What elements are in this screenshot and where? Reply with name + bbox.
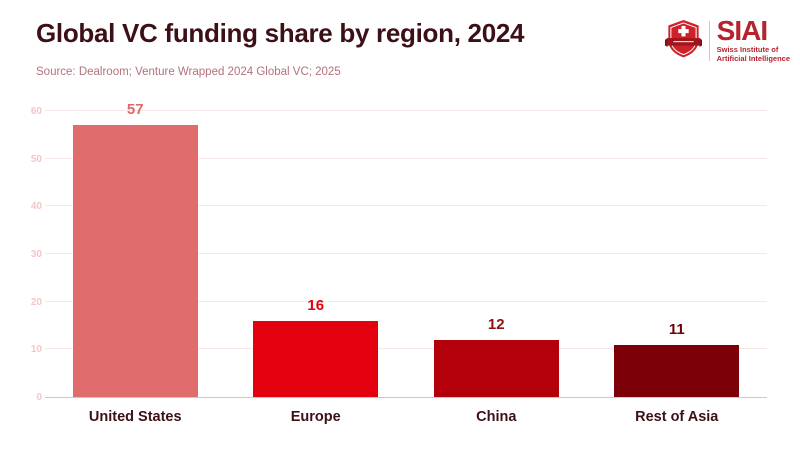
y-axis: 0 10 20 30 40 50 60 bbox=[14, 106, 42, 403]
y-tick-label: 30 bbox=[30, 249, 42, 260]
bar-rest-of-asia bbox=[614, 344, 740, 397]
y-tick-label: 20 bbox=[30, 296, 42, 308]
siai-shield-icon bbox=[664, 15, 702, 67]
bar-china bbox=[433, 339, 559, 397]
gridline bbox=[45, 110, 767, 111]
value-label: 16 bbox=[307, 296, 325, 314]
plot-area: 57 United States 16 Europe 12 China 11 Rest of … bbox=[45, 101, 768, 425]
x-axis-label: Rest of Asia bbox=[635, 409, 719, 425]
y-tick-label: 0 bbox=[36, 392, 42, 403]
siai-logo: SIAI Swiss Institute of Artificial Intel… bbox=[664, 14, 790, 67]
logo-subtitle-line2: Artificial Intelligence bbox=[716, 54, 790, 64]
gridline bbox=[45, 253, 767, 254]
y-tick-label: 60 bbox=[30, 106, 42, 117]
bar-group: 12 China bbox=[406, 111, 587, 425]
y-tick-label: 10 bbox=[30, 344, 42, 356]
gridline bbox=[45, 300, 767, 302]
bar-group: 57 United States bbox=[45, 101, 226, 425]
gridline bbox=[45, 348, 767, 350]
y-tick-label: 40 bbox=[30, 201, 42, 213]
value-label: 12 bbox=[487, 315, 505, 333]
logo-subtitle-line1: Swiss Institute of bbox=[716, 44, 779, 54]
source-note: Source: Dealroom; Venture Wrapped 2024 G… bbox=[36, 66, 341, 78]
bar-group: 11 Rest of Asia bbox=[587, 111, 768, 425]
gridline bbox=[45, 205, 767, 207]
value-label: 57 bbox=[126, 101, 144, 119]
logo-acronym: SIAI bbox=[716, 14, 768, 46]
x-axis-label: Europe bbox=[290, 409, 341, 425]
x-axis-label: United States bbox=[88, 409, 182, 425]
bar-europe bbox=[253, 320, 379, 397]
bar-united-states bbox=[72, 125, 198, 397]
page-title: Global VC funding share by region, 2024 bbox=[36, 18, 525, 48]
logo-divider bbox=[708, 21, 710, 61]
y-tick-label: 50 bbox=[30, 153, 42, 165]
x-axis-label: China bbox=[476, 409, 517, 425]
bar-group: 16 Europe bbox=[226, 111, 407, 425]
gridline bbox=[45, 157, 767, 159]
value-label: 11 bbox=[668, 320, 685, 338]
